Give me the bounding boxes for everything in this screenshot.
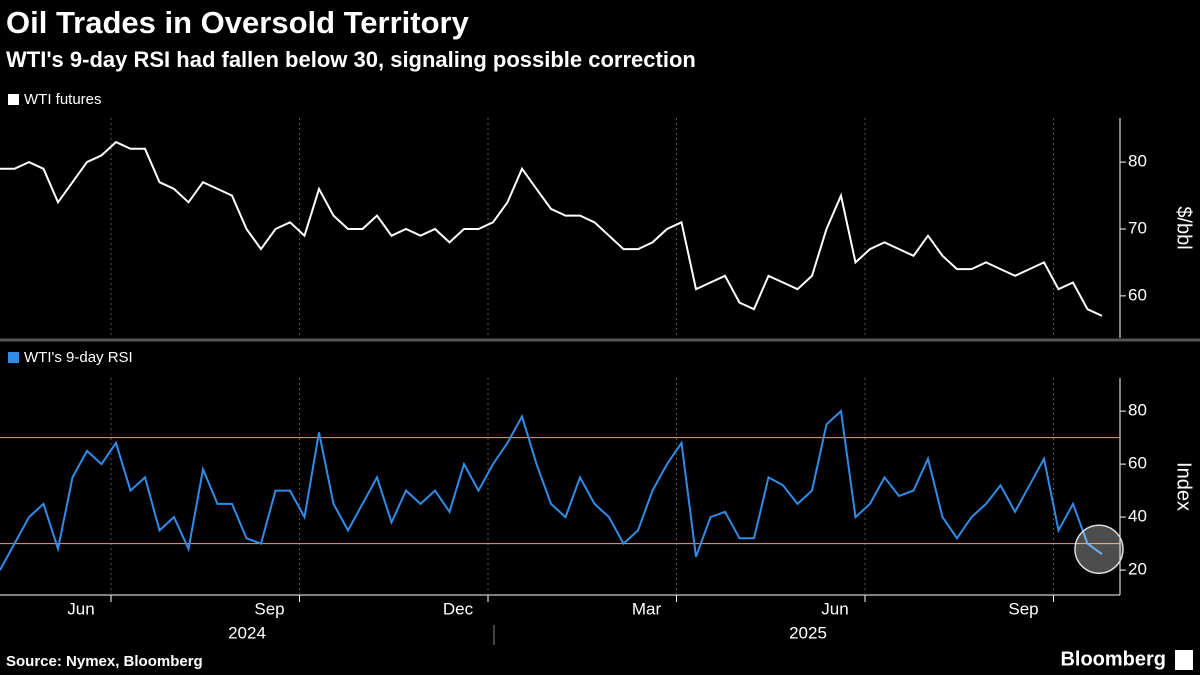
x-tick-label: Jun <box>821 599 848 618</box>
title: Oil Trades in Oversold Territory <box>6 5 470 40</box>
legend-label: WTI futures <box>24 91 102 108</box>
source: Source: Nymex, Bloomberg <box>6 653 203 670</box>
y-tick-label: 60 <box>1128 285 1147 304</box>
highlight-circle <box>1074 524 1124 574</box>
y-tick-label: 80 <box>1128 152 1147 171</box>
y-tick-label: 70 <box>1128 218 1147 237</box>
brand-icon <box>1175 650 1193 670</box>
x-tick-label: Sep <box>1008 599 1038 618</box>
year-label: 2025 <box>789 623 827 642</box>
y-tick-label: 40 <box>1128 507 1147 526</box>
legend-swatch <box>8 352 19 363</box>
x-tick-label: Dec <box>443 599 474 618</box>
y-tick-label: 20 <box>1128 560 1147 579</box>
y-axis-label: Index <box>1173 462 1195 511</box>
year-label: 2024 <box>228 623 266 642</box>
x-tick-label: Mar <box>632 599 662 618</box>
series-line <box>0 409 1103 571</box>
y-tick-label: 60 <box>1128 454 1147 473</box>
subtitle: WTI's 9-day RSI had fallen below 30, sig… <box>6 47 696 72</box>
x-tick-label: Sep <box>254 599 284 618</box>
brand: Bloomberg <box>1060 648 1166 670</box>
y-axis-label: $/bbl <box>1173 206 1195 249</box>
x-tick-label: Jun <box>67 599 94 618</box>
legend-swatch <box>8 94 19 105</box>
legend-label: WTI's 9-day RSI <box>24 349 133 366</box>
series-line <box>0 140 1103 317</box>
y-tick-label: 80 <box>1128 401 1147 420</box>
